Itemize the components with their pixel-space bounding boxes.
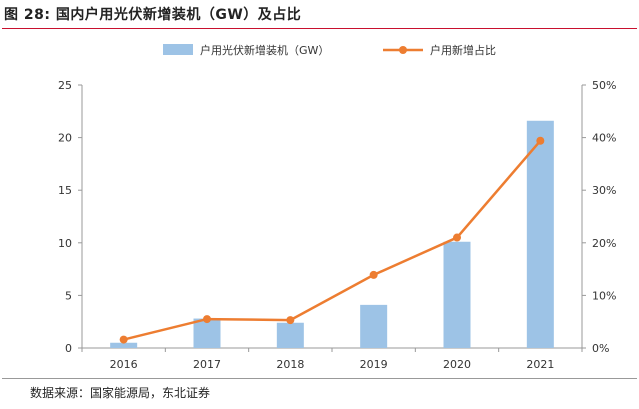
x-tick-label: 2019: [360, 358, 388, 371]
bar-2020: [443, 241, 471, 348]
ratio-point-2019: [369, 270, 378, 279]
legend-bar-swatch: [163, 44, 193, 55]
bar-2019: [360, 304, 388, 348]
right-tick-label: 50%: [592, 79, 616, 92]
bar-2016: [110, 342, 138, 348]
ratio-point-2020: [453, 233, 461, 242]
x-tick-label: 2018: [276, 358, 304, 371]
legend-line-marker: [399, 46, 407, 54]
right-tick-label: 20%: [592, 237, 616, 250]
x-tick-label: 2020: [443, 358, 471, 371]
source-rule: [2, 378, 637, 379]
left-tick-label: 0: [65, 342, 72, 355]
left-tick-label: 10: [58, 237, 72, 250]
x-tick-label: 2021: [526, 358, 554, 371]
right-tick-label: 30%: [592, 184, 616, 197]
legend-line-label: 户用新增占比: [430, 43, 496, 57]
ratio-point-2021: [536, 136, 545, 145]
right-tick-label: 0%: [592, 342, 609, 355]
bar-2017: [193, 318, 221, 348]
left-tick-label: 25: [58, 79, 72, 92]
ratio-point-2018: [286, 316, 295, 325]
x-tick-label: 2017: [193, 358, 221, 371]
figure-title: 图 28: 国内户用光伏新增装机（GW）及占比: [4, 7, 302, 23]
axes: 0 5 10 15 20 25 0% 10% 20% 30% 40% 50% 2016 2017 2018 2…: [58, 79, 616, 371]
ratio-point-2016: [119, 335, 128, 344]
right-tick-label: 10%: [592, 289, 616, 302]
source-note: 数据来源：国家能源局，东北证券: [30, 386, 211, 400]
chart: 户用光伏新增装机（GW） 户用新增占比 0 5 10 15 20 25 0% 10% 20% 30…: [58, 43, 616, 371]
right-tick-label: 40%: [592, 132, 616, 145]
legend: 户用光伏新增装机（GW） 户用新增占比: [163, 43, 496, 57]
title-rule: [2, 28, 637, 29]
ratio-line: [119, 136, 545, 344]
legend-bar-label: 户用光伏新增装机（GW）: [200, 43, 329, 57]
bars: [110, 120, 554, 348]
left-tick-label: 20: [58, 132, 72, 145]
ratio-line-path: [123, 139, 542, 341]
ratio-point-2017: [203, 315, 211, 324]
left-tick-label: 5: [65, 289, 72, 302]
x-tick-label: 2016: [110, 358, 138, 371]
bar-2021: [526, 120, 554, 348]
bar-2018: [276, 322, 304, 348]
left-tick-label: 15: [58, 184, 72, 197]
